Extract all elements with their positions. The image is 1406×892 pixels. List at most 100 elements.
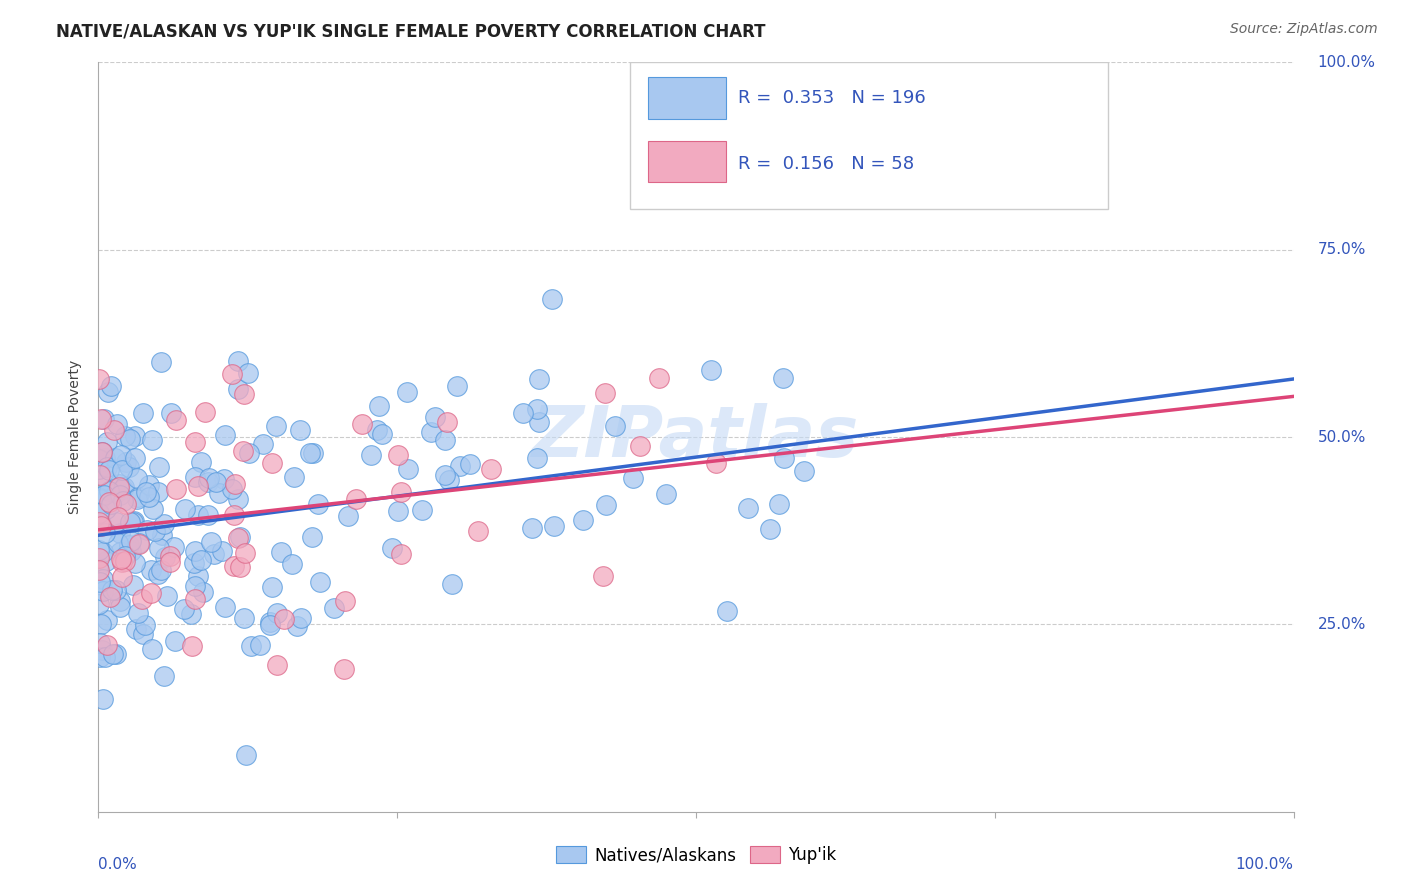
Point xyxy=(87,371,110,385)
Point xyxy=(124,450,146,465)
Point xyxy=(266,607,288,621)
Point xyxy=(110,448,132,462)
Point xyxy=(704,456,727,470)
Point xyxy=(226,354,249,368)
Point xyxy=(700,363,723,377)
Point xyxy=(322,600,344,615)
Point xyxy=(105,417,128,431)
Text: 25.0%: 25.0% xyxy=(1317,617,1365,632)
Point xyxy=(148,460,170,475)
Point xyxy=(87,542,110,557)
Point xyxy=(100,497,122,511)
Point xyxy=(112,483,135,497)
Point xyxy=(436,415,458,429)
Point xyxy=(540,292,562,306)
Point xyxy=(737,501,759,516)
Point xyxy=(89,467,111,482)
Point xyxy=(529,415,551,429)
Point xyxy=(108,480,131,494)
Point xyxy=(87,506,110,520)
Point xyxy=(93,488,115,502)
Point xyxy=(94,525,117,540)
Point xyxy=(190,553,212,567)
Point xyxy=(433,434,456,448)
Point xyxy=(259,618,281,632)
Point xyxy=(87,598,110,612)
Point xyxy=(89,519,111,533)
Point xyxy=(127,606,149,620)
Point xyxy=(197,508,219,523)
Point xyxy=(197,475,219,489)
Point xyxy=(520,521,543,535)
FancyBboxPatch shape xyxy=(648,141,725,182)
Point xyxy=(371,427,394,442)
Point xyxy=(187,569,209,583)
Point xyxy=(595,498,617,512)
Point xyxy=(187,508,209,523)
Point xyxy=(120,515,142,529)
Point xyxy=(114,554,136,568)
Point xyxy=(184,544,207,558)
Point xyxy=(156,590,179,604)
Point xyxy=(233,387,256,401)
Point xyxy=(260,456,283,470)
Point xyxy=(159,549,181,564)
Point xyxy=(211,543,233,558)
Point xyxy=(186,479,208,493)
Text: 100.0%: 100.0% xyxy=(1236,856,1294,871)
Point xyxy=(138,478,160,492)
Point xyxy=(411,503,433,517)
Point xyxy=(111,555,134,569)
Text: 75.0%: 75.0% xyxy=(1317,243,1365,257)
Point xyxy=(526,450,548,465)
Point xyxy=(768,497,790,511)
Point xyxy=(793,464,815,478)
Text: 100.0%: 100.0% xyxy=(1317,55,1375,70)
Point xyxy=(111,494,134,508)
Point xyxy=(97,384,120,399)
Point xyxy=(224,477,246,491)
Point xyxy=(150,528,173,542)
Text: 50.0%: 50.0% xyxy=(1317,430,1365,444)
Point xyxy=(91,584,114,599)
Point xyxy=(118,460,141,475)
Point xyxy=(150,563,173,577)
Point xyxy=(222,558,245,573)
Point xyxy=(91,444,114,458)
Point xyxy=(127,490,149,504)
Point xyxy=(183,469,205,483)
Point xyxy=(163,540,186,554)
Point xyxy=(111,570,134,584)
Point xyxy=(108,525,131,540)
Point xyxy=(139,563,162,577)
Point xyxy=(91,692,114,706)
Point xyxy=(191,584,214,599)
Point xyxy=(96,459,118,474)
Point xyxy=(96,638,118,652)
Point xyxy=(214,599,236,614)
Point xyxy=(89,649,111,664)
Point xyxy=(395,385,418,400)
Point xyxy=(647,371,669,385)
Point xyxy=(153,669,176,683)
Point xyxy=(159,406,181,420)
Point xyxy=(173,502,195,516)
Text: R =  0.353   N = 196: R = 0.353 N = 196 xyxy=(738,89,925,107)
Point xyxy=(298,446,321,460)
Point xyxy=(143,524,166,538)
Point xyxy=(214,428,236,442)
Point xyxy=(101,648,124,662)
Point xyxy=(273,612,295,626)
Point xyxy=(366,423,388,437)
Point xyxy=(104,485,127,500)
Point xyxy=(90,616,112,631)
Point xyxy=(387,504,409,518)
Point xyxy=(198,471,221,485)
Point xyxy=(104,647,127,661)
Point xyxy=(165,413,187,427)
FancyBboxPatch shape xyxy=(630,62,1108,209)
Point xyxy=(93,572,115,586)
Point xyxy=(91,643,114,657)
Point xyxy=(181,639,204,653)
Point xyxy=(543,518,565,533)
